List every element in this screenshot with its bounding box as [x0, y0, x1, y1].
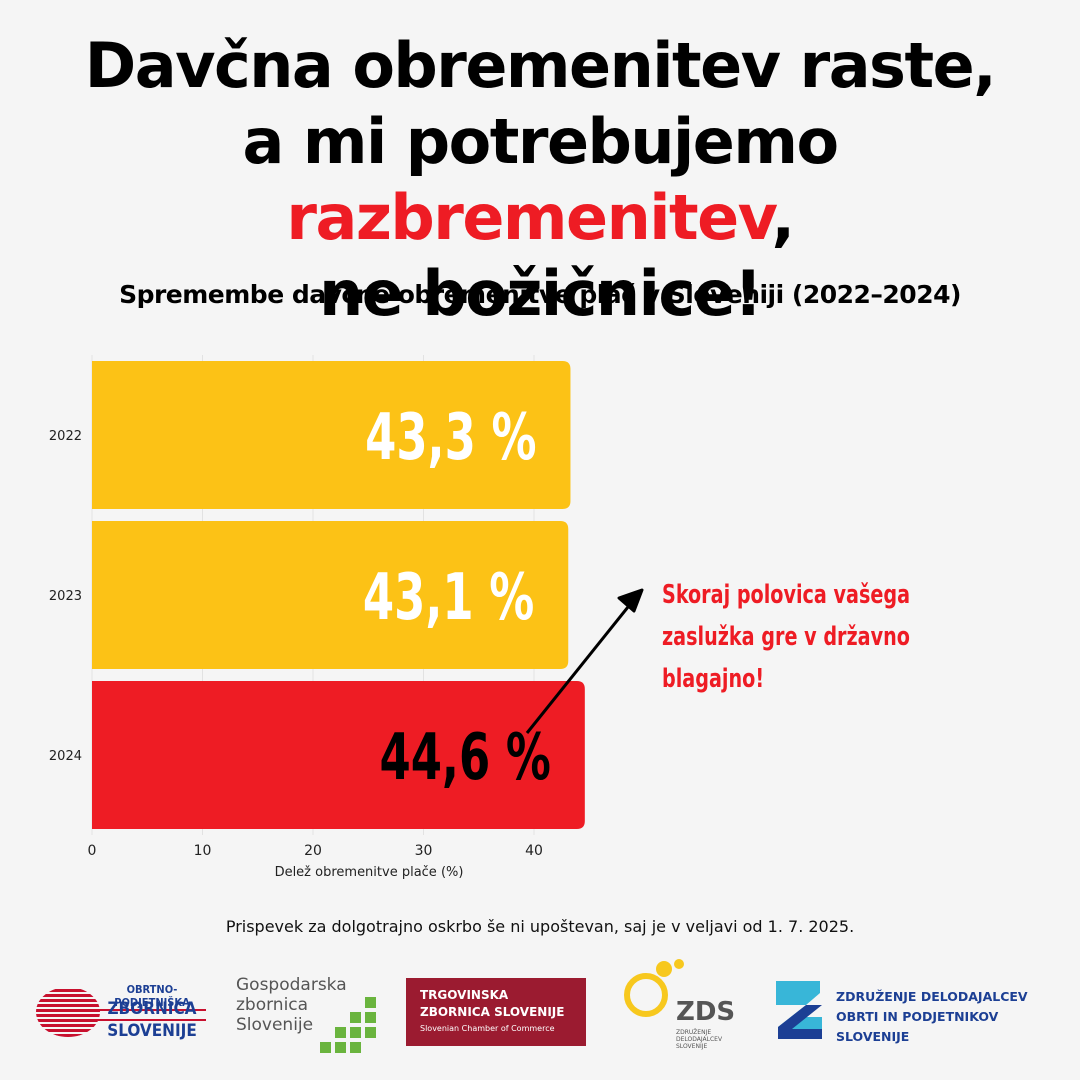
zds-logo-subtext-2: DELODAJALCEV	[676, 1036, 723, 1043]
tzs-logo-line-2: ZBORNICA SLOVENIJE	[420, 1005, 565, 1019]
data-label: 43,1 %	[363, 560, 534, 635]
tzs-logo-line-3: Slovenian Chamber of Commerce	[420, 1024, 555, 1033]
annotation-callout: Skoraj polovica vašega zaslužka gre v dr…	[662, 574, 974, 700]
tzs-logo: TRGOVINSKA ZBORNICA SLOVENIJE Slovenian …	[406, 978, 586, 1046]
x-tick-label: 40	[525, 843, 543, 859]
ozs-emblem-icon	[36, 987, 100, 1037]
gzs-logo-line-3: Slovenije	[236, 1015, 314, 1035]
footnote: Prispevek za dolgotrajno oskrbo še ni up…	[225, 917, 855, 936]
zdop-logo: ZDRUŽENJE DELODAJALCEV OBRTI IN PODJETNI…	[770, 977, 1050, 1047]
zds-logo: ZDS ZDRUŽENJE DELODAJALCEV SLOVENIJE	[620, 957, 740, 1057]
arrow-head-icon	[617, 588, 644, 613]
bar-2022	[92, 361, 571, 509]
x-tick-label: 10	[194, 843, 212, 859]
gzs-logo-line-2: zbornica	[236, 995, 309, 1015]
headline-line-2: a mi potrebujemo razbremenitev,	[0, 104, 1080, 256]
headline-highlight: razbremenitev	[286, 181, 773, 254]
bar-2023	[92, 521, 569, 669]
x-tick-label: 0	[88, 843, 97, 859]
zds-logo-subtext: ZDRUŽENJE DELODAJALCEV SLOVENIJE	[676, 1029, 736, 1050]
zds-dot-icon	[656, 961, 672, 977]
annotation-arrow-line	[525, 601, 634, 734]
zds-small-dot-icon	[674, 959, 684, 969]
ozs-logo: OBRTNO-PODJETNIŠKA ZBORNICA SLOVENIJE	[36, 981, 206, 1045]
data-label: 44,6 %	[379, 720, 550, 795]
gzs-logo: Gospodarska zbornica Slovenije	[236, 975, 386, 1055]
zdop-logo-line-1: ZDRUŽENJE DELODAJALCEV	[836, 989, 1028, 1004]
annotation-line-2: zaslužka gre v državno	[662, 622, 910, 652]
x-tick-label: 20	[304, 843, 322, 859]
ozs-logo-line-2: ZBORNICA	[98, 999, 206, 1021]
zds-logo-subtext-3: SLOVENIJE	[676, 1043, 708, 1050]
zds-logo-acronym: ZDS	[676, 997, 736, 1027]
bar-chart: 2022 43,3 % 2023 43,1 % 2024 44,6 % 0 10 20 30 40 D…	[49, 355, 644, 880]
zds-logo-subtext-1: ZDRUŽENJE	[676, 1029, 712, 1036]
gzs-grid-icon	[320, 997, 376, 1053]
tzs-logo-line-1: TRGOVINSKA	[420, 988, 509, 1002]
gzs-logo-line-1: Gospodarska	[236, 975, 347, 995]
partner-logos: OBRTNO-PODJETNIŠKA ZBORNICA SLOVENIJE Go…	[0, 955, 1080, 1065]
headline: Davčna obremenitev raste, a mi potrebuje…	[0, 28, 1080, 332]
category-label: 2024	[49, 749, 82, 764]
gzs-logo-text: Gospodarska zbornica Slovenije	[236, 975, 347, 1035]
category-label: 2023	[49, 589, 82, 604]
headline-line-2-start: a mi potrebujemo	[242, 105, 839, 178]
category-label: 2022	[49, 429, 82, 444]
x-tick-label: 30	[415, 843, 433, 859]
bar-2024	[92, 681, 585, 829]
x-axis-label: Delež obremenitve plače (%)	[275, 865, 464, 880]
ozs-logo-line-1: OBRTNO-PODJETNIŠKA	[98, 983, 206, 1011]
annotation-line-1: Skoraj polovica vašega	[662, 580, 911, 610]
zds-ring-icon	[624, 973, 668, 1017]
chart-title: Spremembe davčne obremenitve plač v Slov…	[119, 280, 961, 309]
ozs-logo-line-3: SLOVENIJE	[107, 1021, 197, 1041]
headline-line-3: ne božičnice!	[319, 257, 762, 330]
headline-line-1: Davčna obremenitev raste,	[84, 29, 997, 102]
data-label: 43,3 %	[365, 400, 536, 475]
zdop-logo-line-3: SLOVENIJE	[836, 1029, 910, 1044]
zdop-logo-text: ZDRUŽENJE DELODAJALCEV OBRTI IN PODJETNI…	[836, 987, 1056, 1047]
zdop-z-icon	[776, 981, 822, 1039]
zdop-logo-line-2: OBRTI IN PODJETNIKOV	[836, 1009, 999, 1024]
annotation-line-3: blagajno!	[662, 664, 765, 694]
headline-line-2-end: ,	[771, 181, 796, 254]
